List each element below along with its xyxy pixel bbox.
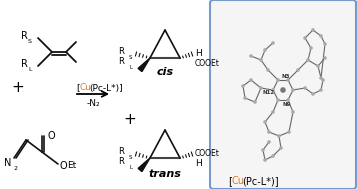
Circle shape xyxy=(316,64,320,68)
Text: COOEt: COOEt xyxy=(195,149,220,157)
Circle shape xyxy=(296,68,300,72)
Circle shape xyxy=(267,140,271,144)
Text: L: L xyxy=(28,67,31,72)
Text: Cu: Cu xyxy=(231,176,244,186)
Text: O: O xyxy=(60,161,67,171)
Text: N9: N9 xyxy=(283,101,291,106)
Circle shape xyxy=(323,42,327,46)
Circle shape xyxy=(241,84,245,88)
Circle shape xyxy=(306,58,310,62)
Circle shape xyxy=(266,68,270,72)
Text: S: S xyxy=(129,55,132,60)
Circle shape xyxy=(267,130,271,134)
Text: R: R xyxy=(118,147,124,156)
Text: +: + xyxy=(124,112,136,128)
Circle shape xyxy=(286,78,290,82)
Text: [: [ xyxy=(76,84,80,92)
Circle shape xyxy=(303,86,307,90)
Text: L: L xyxy=(129,65,132,70)
Circle shape xyxy=(319,88,323,92)
FancyBboxPatch shape xyxy=(210,0,356,189)
Circle shape xyxy=(276,78,280,82)
Circle shape xyxy=(323,56,327,60)
Text: [: [ xyxy=(228,176,232,186)
Circle shape xyxy=(319,76,323,80)
Circle shape xyxy=(271,88,275,92)
Circle shape xyxy=(271,110,275,114)
Polygon shape xyxy=(138,58,150,72)
Circle shape xyxy=(287,130,291,134)
Text: R: R xyxy=(118,47,124,57)
Text: trans: trans xyxy=(149,169,181,179)
Circle shape xyxy=(271,41,275,45)
Text: R: R xyxy=(21,59,28,69)
Circle shape xyxy=(263,158,267,162)
Text: (Pc-L*)]: (Pc-L*)] xyxy=(242,176,278,186)
Circle shape xyxy=(259,58,263,62)
Text: N: N xyxy=(4,158,11,168)
Circle shape xyxy=(280,87,286,93)
Text: 2: 2 xyxy=(13,166,17,171)
Circle shape xyxy=(271,154,275,158)
Circle shape xyxy=(311,28,315,32)
Circle shape xyxy=(319,34,323,38)
Circle shape xyxy=(261,148,265,152)
Text: S: S xyxy=(129,155,132,160)
Circle shape xyxy=(291,110,295,114)
Circle shape xyxy=(243,96,247,100)
Text: -N₂: -N₂ xyxy=(86,98,100,108)
Circle shape xyxy=(249,78,253,82)
Text: R: R xyxy=(118,57,124,67)
Text: S: S xyxy=(28,39,32,44)
Text: COOEt: COOEt xyxy=(195,59,220,67)
Circle shape xyxy=(279,146,283,150)
Circle shape xyxy=(311,92,315,96)
Text: N12: N12 xyxy=(263,91,275,95)
Text: cis: cis xyxy=(156,67,174,77)
Text: (Pc-L*)]: (Pc-L*)] xyxy=(89,84,122,92)
Text: O: O xyxy=(47,131,55,141)
Polygon shape xyxy=(138,158,150,172)
Text: +: + xyxy=(12,81,24,95)
Text: N3: N3 xyxy=(282,74,290,78)
Circle shape xyxy=(259,86,263,90)
Text: Cu: Cu xyxy=(79,84,91,92)
Circle shape xyxy=(309,46,313,50)
Circle shape xyxy=(303,36,307,40)
Circle shape xyxy=(286,98,290,102)
Text: H: H xyxy=(195,159,202,167)
Text: L: L xyxy=(129,165,132,170)
Circle shape xyxy=(291,88,295,92)
Text: R: R xyxy=(21,31,28,41)
Text: H: H xyxy=(195,49,202,57)
Circle shape xyxy=(253,100,257,104)
Circle shape xyxy=(263,120,267,124)
Circle shape xyxy=(321,78,325,82)
Text: Et: Et xyxy=(67,161,76,170)
Circle shape xyxy=(276,98,280,102)
Text: R: R xyxy=(118,157,124,167)
Circle shape xyxy=(277,134,281,138)
Circle shape xyxy=(263,48,267,52)
Circle shape xyxy=(249,54,253,58)
